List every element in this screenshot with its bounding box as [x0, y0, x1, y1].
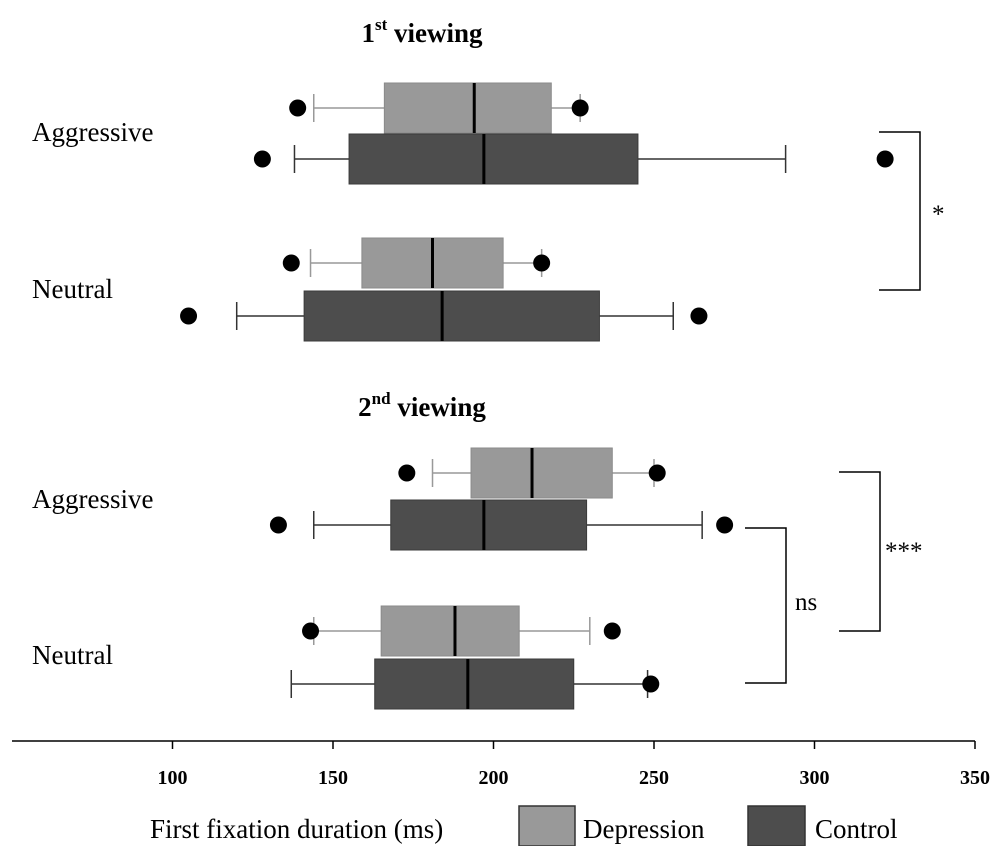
outlier-point	[398, 464, 416, 482]
x-tick-label: 100	[158, 767, 188, 789]
significance-label: *	[932, 201, 945, 228]
x-tick-label: 250	[639, 767, 669, 789]
iqr-box	[380, 605, 520, 657]
category-label: Neutral	[32, 274, 113, 304]
panel-title-1: 1st viewing	[361, 15, 483, 48]
significance-bracket: ns	[745, 527, 817, 684]
significance-bracket: *	[879, 131, 945, 291]
legend-swatch-control	[747, 805, 806, 847]
outlier-point	[603, 622, 621, 640]
x-tick-label: 300	[800, 767, 830, 789]
category-label: Aggressive	[32, 484, 153, 514]
box-control	[180, 290, 708, 342]
outlier-point	[690, 307, 708, 325]
outlier-point	[180, 307, 198, 325]
iqr-box	[348, 133, 639, 185]
box-depression	[289, 82, 589, 134]
x-tick-label: 150	[318, 767, 348, 789]
boxes-layer	[180, 82, 894, 710]
outlier-point	[289, 99, 307, 117]
outlier-point	[716, 516, 734, 534]
box-depression	[302, 605, 621, 657]
box-control	[269, 499, 734, 551]
x-axis: 100 150 200 250 300 350	[12, 740, 990, 789]
outlier-point	[282, 254, 300, 272]
x-tick-label: 350	[960, 767, 990, 789]
category-label: Aggressive	[32, 117, 153, 147]
iqr-box	[390, 499, 588, 551]
iqr-box	[303, 290, 600, 342]
x-tick-label: 200	[479, 767, 509, 789]
panel-title-2: 2nd viewing	[358, 389, 486, 422]
outlier-point	[302, 622, 320, 640]
outlier-point	[642, 675, 660, 693]
iqr-box	[383, 82, 552, 134]
significance-bracket: ***	[839, 471, 923, 632]
outlier-point	[571, 99, 589, 117]
significance-label: ***	[885, 538, 923, 565]
outlier-point	[533, 254, 551, 272]
outlier-point	[253, 150, 271, 168]
legend-label-depression: Depression	[583, 814, 705, 844]
category-label: Neutral	[32, 640, 113, 670]
outlier-point	[648, 464, 666, 482]
iqr-box	[470, 447, 613, 499]
x-axis-title: First fixation duration (ms)	[150, 814, 443, 844]
outlier-point	[876, 150, 894, 168]
significance-label: ns	[795, 589, 817, 616]
box-control	[253, 133, 894, 185]
legend-swatch-depression	[518, 805, 576, 847]
box-depression	[282, 237, 551, 289]
outlier-point	[269, 516, 287, 534]
box-depression	[398, 447, 666, 499]
box-control	[290, 658, 660, 710]
legend-label-control: Control	[815, 814, 898, 844]
iqr-box	[374, 658, 575, 710]
